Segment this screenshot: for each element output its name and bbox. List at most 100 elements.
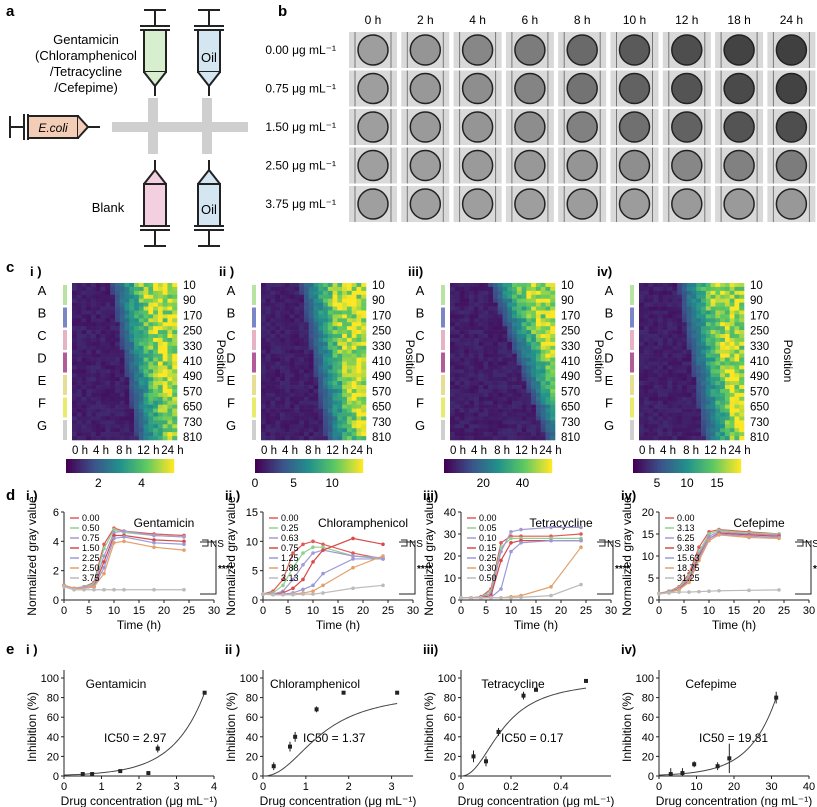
position-tick: 170 <box>750 310 769 322</box>
heatmap-cell <box>124 290 130 296</box>
heatmap-cell <box>332 298 338 303</box>
heatmap-cell <box>134 286 140 292</box>
heatmap-cell <box>280 392 286 398</box>
heatmap-cell <box>76 361 82 366</box>
heatmap-cell <box>167 298 173 303</box>
heatmap-cell <box>275 420 281 425</box>
series-point <box>92 585 96 589</box>
heatmap-cell <box>531 412 537 417</box>
row-color-bar <box>441 420 445 440</box>
heatmap-cell <box>289 436 295 441</box>
colorbar-segment <box>514 459 517 473</box>
heatmap-cell <box>76 290 82 296</box>
heatmap-cell <box>705 349 711 354</box>
colorbar-segment <box>333 459 336 473</box>
x-tick-label: 2 <box>136 781 142 793</box>
heatmap-cell <box>686 385 692 390</box>
x-tick-label: 10 <box>505 605 517 617</box>
heatmap-cell <box>492 310 499 315</box>
droplet <box>775 149 808 182</box>
colorbar-segment <box>257 459 260 473</box>
heatmap-cell <box>337 306 343 311</box>
data-point <box>341 690 346 695</box>
position-tick: 490 <box>183 371 202 383</box>
heatmap-cell <box>299 377 305 382</box>
heatmap-cell <box>478 432 484 437</box>
oil-syringe <box>194 9 224 96</box>
heatmap-cell <box>450 357 456 362</box>
position-tick: 410 <box>183 356 202 368</box>
heatmap-cell <box>318 306 324 311</box>
x-tick-label: 0 <box>458 781 464 793</box>
heatmap-cell <box>521 306 527 311</box>
heatmap-cell <box>545 428 551 433</box>
colorbar-segment <box>476 459 479 473</box>
x-tick-label: 20 <box>728 781 740 793</box>
heatmap-cell <box>289 283 295 288</box>
heatmap-cell <box>323 404 329 409</box>
heatmap-cell <box>261 318 267 323</box>
heatmap-cell <box>729 330 735 335</box>
heatmap-cell <box>729 349 735 354</box>
heatmap-cell <box>280 416 286 421</box>
heatmap-cell <box>516 428 522 433</box>
heatmap-cell <box>134 412 140 417</box>
heatmap-cell <box>526 420 532 425</box>
heatmap-cell <box>720 330 726 335</box>
colorbar-segment <box>74 459 77 473</box>
colorbar-segment <box>142 459 145 473</box>
heatmap-cell <box>280 286 286 292</box>
droplet <box>671 72 703 105</box>
series-point <box>499 558 503 563</box>
colorbar-segment <box>275 459 278 473</box>
heatmap-cell <box>478 404 484 409</box>
heatmap-cell <box>662 349 668 354</box>
heatmap-cell <box>162 369 168 374</box>
heatmap-cell <box>639 283 645 288</box>
sig-label: **** <box>615 564 631 575</box>
heatmap-cell <box>492 373 499 378</box>
heatmap-cell <box>110 357 116 362</box>
heatmap-cell <box>643 420 649 425</box>
heatmap-cell <box>76 286 82 292</box>
heatmap-cell <box>550 412 556 417</box>
heatmap-cell <box>138 400 144 405</box>
heatmap-cell <box>701 294 707 299</box>
heatmap-cell <box>488 381 494 386</box>
heatmap-cell <box>724 306 730 311</box>
heatmap-cell <box>734 290 740 296</box>
heatmap-cell <box>327 345 333 351</box>
heatmap-cell <box>516 373 522 378</box>
x-tick-label: 5 <box>285 605 291 617</box>
heatmap-cell <box>284 298 290 303</box>
heatmap-cell <box>502 302 508 307</box>
heatmap-cell <box>450 322 456 327</box>
heatmap-cell <box>483 424 489 429</box>
heatmap-cell <box>550 428 556 433</box>
heatmap-cell <box>473 420 479 425</box>
heatmap-cell <box>686 330 692 335</box>
heatmap-cell <box>76 310 82 315</box>
heatmap-cell <box>261 377 267 382</box>
heatmap-cell <box>734 404 740 409</box>
heatmap-cell <box>100 310 106 315</box>
heatmap-cell <box>667 396 673 402</box>
heatmap-cell <box>284 314 290 319</box>
row-color-bar <box>63 397 67 418</box>
heatmap-cell <box>323 381 329 386</box>
heatmap-cell <box>261 306 267 311</box>
heatmap-cell <box>483 326 489 331</box>
heatmap-cell <box>540 286 546 292</box>
x-axis-label: Drug concentration (ng mL⁻¹) <box>656 794 812 807</box>
heatmap-cell <box>459 294 465 299</box>
heatmap-cell <box>710 400 716 405</box>
heatmap-cell <box>643 341 649 347</box>
heatmap-cell <box>289 432 295 437</box>
heatmap-cell <box>265 290 271 296</box>
heatmap-cell <box>691 298 697 303</box>
heatmap-cell <box>516 400 522 405</box>
heatmap-cell <box>86 428 92 433</box>
heatmap-cell <box>502 432 508 437</box>
row-color-bar <box>441 375 445 395</box>
heatmap-cell <box>696 349 702 354</box>
